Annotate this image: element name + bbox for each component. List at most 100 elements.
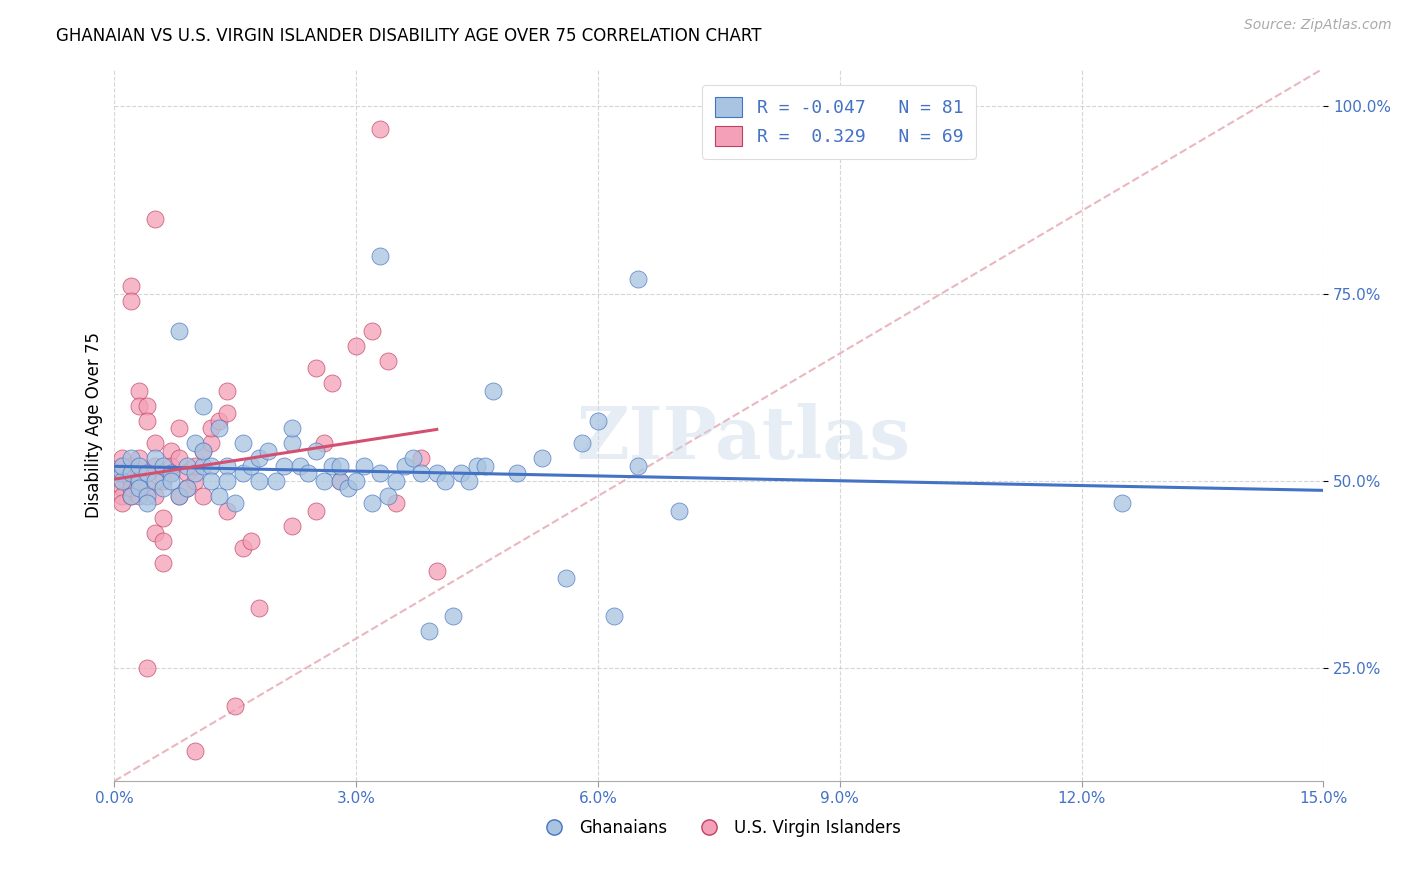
Point bbox=[159, 467, 181, 481]
Point bbox=[217, 504, 239, 518]
Point bbox=[305, 444, 328, 458]
Point bbox=[329, 474, 352, 488]
Point bbox=[273, 458, 295, 473]
Point bbox=[184, 744, 207, 758]
Point bbox=[329, 474, 352, 488]
Text: GHANAIAN VS U.S. VIRGIN ISLANDER DISABILITY AGE OVER 75 CORRELATION CHART: GHANAIAN VS U.S. VIRGIN ISLANDER DISABIL… bbox=[56, 27, 762, 45]
Point bbox=[217, 407, 239, 421]
Point bbox=[143, 489, 166, 503]
Point bbox=[450, 467, 472, 481]
Point bbox=[159, 444, 181, 458]
Point bbox=[305, 504, 328, 518]
Point bbox=[344, 474, 367, 488]
Point bbox=[458, 474, 481, 488]
Point bbox=[321, 458, 343, 473]
Point bbox=[191, 458, 214, 473]
Y-axis label: Disability Age Over 75: Disability Age Over 75 bbox=[86, 332, 103, 517]
Point bbox=[217, 384, 239, 398]
Point bbox=[120, 482, 142, 496]
Point bbox=[120, 279, 142, 293]
Legend: Ghanaians, U.S. Virgin Islanders: Ghanaians, U.S. Virgin Islanders bbox=[530, 813, 907, 844]
Point bbox=[111, 496, 134, 510]
Point bbox=[571, 436, 593, 450]
Point bbox=[159, 467, 181, 481]
Point bbox=[184, 458, 207, 473]
Point bbox=[143, 458, 166, 473]
Point bbox=[224, 496, 246, 510]
Point bbox=[152, 533, 174, 548]
Point bbox=[232, 467, 254, 481]
Point bbox=[128, 451, 150, 466]
Point bbox=[249, 474, 271, 488]
Point bbox=[120, 467, 142, 481]
Point bbox=[167, 489, 190, 503]
Point bbox=[240, 533, 263, 548]
Point bbox=[152, 557, 174, 571]
Point bbox=[191, 489, 214, 503]
Point bbox=[312, 474, 335, 488]
Point bbox=[530, 451, 553, 466]
Point bbox=[135, 467, 157, 481]
Point bbox=[217, 458, 239, 473]
Point bbox=[184, 467, 207, 481]
Point bbox=[474, 458, 496, 473]
Point bbox=[288, 458, 311, 473]
Point bbox=[224, 698, 246, 713]
Point bbox=[191, 399, 214, 413]
Point bbox=[385, 496, 408, 510]
Point bbox=[370, 249, 392, 263]
Point bbox=[217, 474, 239, 488]
Point bbox=[143, 451, 166, 466]
Point bbox=[111, 458, 134, 473]
Point bbox=[385, 474, 408, 488]
Point bbox=[280, 519, 302, 533]
Point bbox=[668, 504, 690, 518]
Point bbox=[370, 121, 392, 136]
Point bbox=[426, 467, 449, 481]
Point bbox=[143, 436, 166, 450]
Point bbox=[256, 444, 278, 458]
Point bbox=[128, 458, 150, 473]
Point bbox=[627, 271, 650, 285]
Point bbox=[297, 467, 319, 481]
Point bbox=[120, 489, 142, 503]
Point bbox=[111, 458, 134, 473]
Point bbox=[128, 399, 150, 413]
Point bbox=[120, 451, 142, 466]
Point bbox=[111, 489, 134, 503]
Point bbox=[264, 474, 287, 488]
Point bbox=[111, 482, 134, 496]
Point bbox=[305, 361, 328, 376]
Point bbox=[208, 414, 231, 428]
Point bbox=[232, 541, 254, 556]
Point bbox=[152, 482, 174, 496]
Point bbox=[176, 458, 198, 473]
Point bbox=[312, 436, 335, 450]
Point bbox=[409, 451, 432, 466]
Point bbox=[184, 436, 207, 450]
Point bbox=[120, 458, 142, 473]
Point bbox=[167, 451, 190, 466]
Point bbox=[280, 421, 302, 435]
Point bbox=[135, 414, 157, 428]
Point bbox=[361, 324, 384, 338]
Point bbox=[337, 482, 360, 496]
Point bbox=[135, 489, 157, 503]
Point bbox=[377, 489, 399, 503]
Point bbox=[603, 609, 626, 624]
Point bbox=[191, 444, 214, 458]
Point bbox=[143, 211, 166, 226]
Point bbox=[249, 451, 271, 466]
Point bbox=[409, 467, 432, 481]
Point bbox=[176, 482, 198, 496]
Point bbox=[111, 474, 134, 488]
Point bbox=[377, 354, 399, 368]
Point bbox=[135, 496, 157, 510]
Point bbox=[111, 467, 134, 481]
Point bbox=[441, 609, 464, 624]
Point bbox=[200, 421, 222, 435]
Point bbox=[200, 458, 222, 473]
Point bbox=[159, 474, 181, 488]
Point bbox=[554, 572, 576, 586]
Point bbox=[167, 489, 190, 503]
